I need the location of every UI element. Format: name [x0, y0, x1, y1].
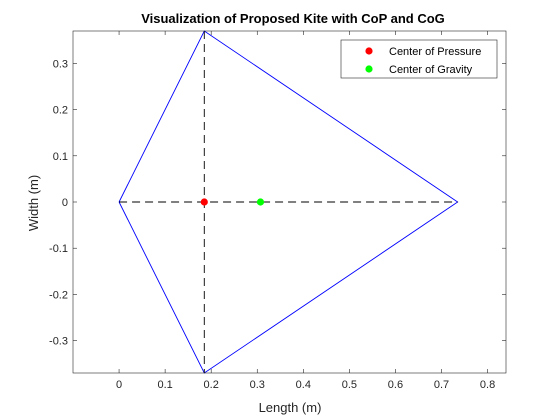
chart-title: Visualization of Proposed Kite with CoP …	[141, 11, 445, 26]
y-tick-label: -0.3	[49, 336, 68, 348]
x-axis-label: Length (m)	[259, 400, 322, 415]
y-tick-label: -0.2	[49, 289, 68, 301]
legend-center-of-pressure-label: Center of Pressure	[389, 46, 481, 58]
x-tick-label: 0.7	[434, 379, 449, 391]
y-tick-label: 0.1	[53, 151, 68, 163]
legend-center-of-gravity-marker	[365, 65, 373, 73]
x-tick-label: 0.2	[204, 379, 219, 391]
y-tick-label: 0.3	[53, 58, 68, 70]
axis-ticks: 0 0.1 0.2 0.3 0.4 0.5 0.6 0.7 0.8 0.3 0.2 0.1 0 -0.1 -…	[49, 30, 507, 391]
y-axis-label: Width (m)	[26, 175, 41, 231]
center-of-pressure-marker	[200, 198, 208, 206]
center-of-gravity-marker	[256, 198, 265, 206]
plot-area	[73, 30, 506, 374]
x-tick-label: 0.4	[296, 379, 311, 391]
x-tick-label: 0.6	[388, 379, 403, 391]
legend-center-of-pressure-marker	[365, 47, 373, 55]
x-tick-label: 0.3	[250, 379, 265, 391]
legend-center-of-gravity-label: Center of Gravity	[389, 64, 473, 76]
y-tick-label: 0	[62, 197, 68, 209]
x-tick-label: 0.8	[480, 379, 495, 391]
legend: Center of Pressure Center of Gravity	[340, 39, 498, 79]
x-tick-label: 0.1	[157, 379, 172, 391]
x-tick-label: 0	[116, 379, 122, 391]
x-tick-label: 0.5	[342, 379, 357, 391]
y-tick-label: 0.2	[53, 105, 68, 117]
y-tick-label: -0.1	[49, 243, 68, 255]
